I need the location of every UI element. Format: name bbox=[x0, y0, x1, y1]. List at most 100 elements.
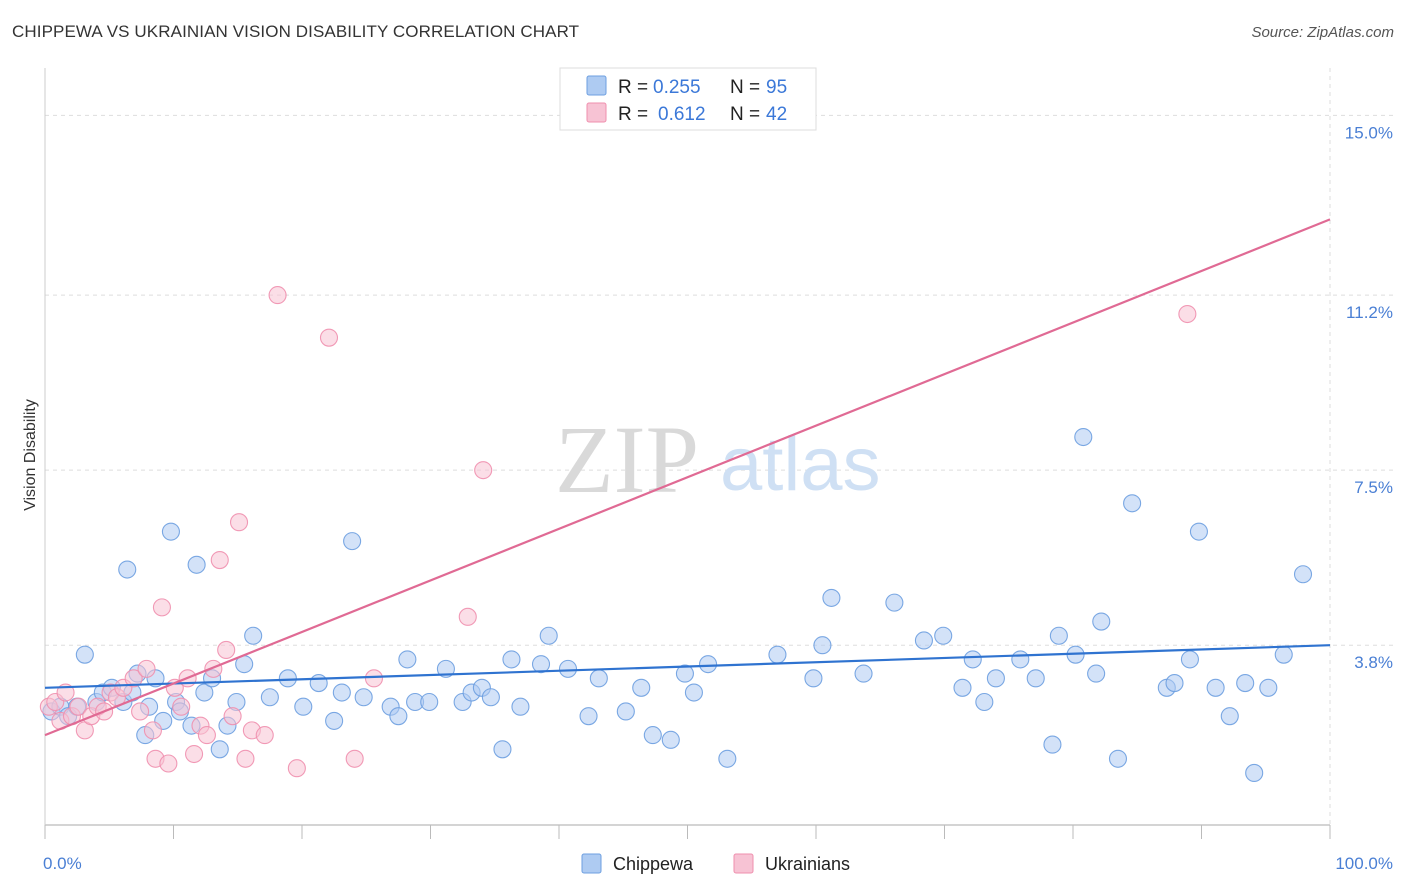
chippewa-point bbox=[420, 692, 439, 712]
chippewa-point bbox=[210, 740, 229, 759]
ukrainians-point bbox=[131, 702, 150, 721]
chippewa-point bbox=[502, 650, 521, 669]
ukrainians-point bbox=[319, 328, 339, 347]
legend-r-value-2: 0.612 bbox=[658, 104, 706, 125]
chippewa-point bbox=[436, 659, 455, 678]
chippewa-point bbox=[1123, 494, 1142, 513]
chippewa-point bbox=[531, 655, 551, 674]
chippewa-point bbox=[118, 560, 137, 579]
chippewa-point bbox=[343, 532, 362, 551]
bottom-legend-swatch-chippewa bbox=[581, 853, 602, 874]
chippewa-point bbox=[1074, 427, 1093, 447]
chippewa-point bbox=[1165, 674, 1184, 693]
ukrainians-point bbox=[217, 640, 236, 659]
x-tick-marks bbox=[44, 825, 1331, 839]
chippewa-point bbox=[616, 702, 635, 721]
chippewa-point bbox=[161, 522, 180, 541]
ukrainians-point bbox=[204, 659, 223, 678]
chippewa-point bbox=[1043, 735, 1062, 754]
chippewa-point bbox=[294, 697, 313, 716]
chippewa-point bbox=[1274, 645, 1293, 664]
chippewa-point bbox=[699, 655, 718, 674]
chart-source: Source: ZipAtlas.com bbox=[1251, 24, 1394, 41]
chippewa-point bbox=[481, 688, 500, 707]
ukrainians-point bbox=[474, 461, 493, 480]
chippewa-point bbox=[675, 664, 694, 683]
chippewa-point bbox=[260, 688, 279, 707]
ukrainians-point bbox=[210, 550, 229, 570]
chippewa-point bbox=[398, 650, 417, 669]
ukrainians-point bbox=[345, 749, 364, 768]
chippewa-point bbox=[804, 669, 823, 688]
bottom-legend-swatch-ukrainians bbox=[733, 853, 754, 874]
chippewa-point bbox=[986, 669, 1005, 688]
ukrainians-point bbox=[124, 669, 143, 688]
chippewa-point bbox=[768, 645, 787, 664]
ukrainians-point bbox=[229, 513, 249, 532]
chippewa-point bbox=[278, 669, 297, 688]
legend: R = 0.255 N = 95 R = 0.612 N = 42 bbox=[559, 67, 817, 131]
legend-r-label-2: R = bbox=[618, 104, 648, 125]
chippewa-point bbox=[1206, 678, 1225, 697]
ukrainians-point bbox=[1178, 304, 1197, 324]
legend-swatch-ukrainians bbox=[586, 102, 607, 123]
chippewa-point bbox=[1236, 674, 1255, 693]
trend-lines bbox=[44, 218, 1331, 737]
chippewa-point bbox=[244, 626, 263, 645]
chippewa-point bbox=[975, 692, 994, 712]
chippewa-point bbox=[332, 683, 351, 702]
legend-r-label-1: R = bbox=[618, 77, 648, 98]
legend-n-label-1: N = bbox=[730, 77, 760, 98]
legend-n-value-2: 42 bbox=[766, 104, 787, 125]
chippewa-point bbox=[309, 674, 328, 693]
chippewa-point bbox=[661, 730, 680, 749]
ukrainians-point bbox=[268, 286, 287, 305]
chippewa-point bbox=[579, 707, 598, 726]
ukrainians-point bbox=[185, 744, 204, 764]
chippewa-point bbox=[493, 740, 512, 759]
ukrainians-point bbox=[458, 607, 477, 626]
data-points bbox=[39, 286, 1313, 783]
chippewa-point bbox=[195, 683, 214, 702]
chippewa-point bbox=[1011, 650, 1030, 669]
chippewa-point bbox=[389, 707, 408, 726]
chippewa-point bbox=[1180, 650, 1199, 669]
chippewa-point bbox=[354, 688, 373, 707]
x-tick-label-min: 0.0% bbox=[43, 854, 82, 873]
chippewa-point bbox=[589, 669, 608, 688]
chippewa-point bbox=[963, 650, 982, 669]
chippewa-point bbox=[1220, 707, 1239, 726]
legend-swatch-chippewa bbox=[586, 75, 607, 96]
chippewa-point bbox=[684, 683, 703, 702]
chippewa-point bbox=[822, 588, 841, 607]
ukrainians-point bbox=[137, 659, 156, 678]
chippewa-point bbox=[718, 749, 737, 768]
chippewa-point bbox=[75, 645, 94, 664]
x-tick-label-max: 100.0% bbox=[1335, 854, 1393, 873]
y-tick-labels: 3.8% 7.5% 11.2% 15.0% bbox=[1345, 123, 1393, 672]
grid-lines bbox=[45, 68, 1393, 825]
y-tick-label: 3.8% bbox=[1354, 653, 1393, 672]
ukrainians-point bbox=[143, 721, 162, 740]
watermark: ZIP atlas bbox=[555, 406, 881, 513]
chippewa-point bbox=[1049, 626, 1068, 645]
ukrainians-point bbox=[364, 669, 384, 688]
chippewa-point bbox=[643, 726, 662, 745]
chippewa-point bbox=[885, 593, 904, 612]
chippewa-point bbox=[1293, 565, 1313, 584]
y-tick-label: 7.5% bbox=[1354, 478, 1393, 497]
chippewa-point bbox=[953, 678, 972, 697]
ukrainians-point bbox=[223, 707, 242, 726]
chippewa-point bbox=[187, 555, 206, 574]
chart-title: CHIPPEWA VS UKRAINIAN VISION DISABILITY … bbox=[12, 22, 580, 41]
chippewa-point bbox=[1087, 664, 1106, 683]
bottom-legend-label-chippewa: Chippewa bbox=[613, 854, 694, 874]
chippewa-point bbox=[813, 636, 832, 655]
y-axis-label: Vision Disability bbox=[22, 399, 39, 511]
ukrainians-point bbox=[287, 759, 306, 778]
chippewa-trend-line bbox=[44, 644, 1331, 689]
legend-n-label-2: N = bbox=[730, 104, 760, 125]
chippewa-point bbox=[1108, 749, 1128, 768]
chippewa-point bbox=[1026, 669, 1045, 688]
